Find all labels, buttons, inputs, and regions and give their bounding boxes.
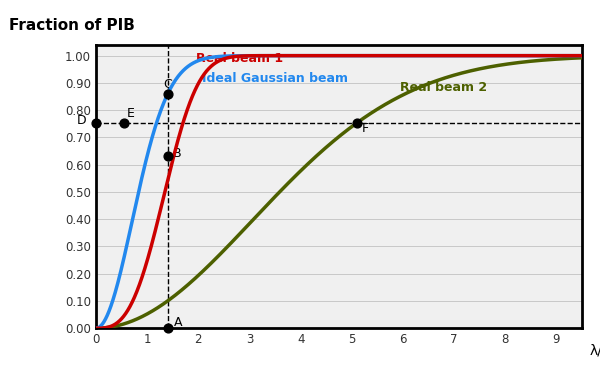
Point bbox=[163, 153, 172, 159]
Point bbox=[163, 325, 172, 331]
Text: B: B bbox=[173, 147, 181, 160]
X-axis label: λ/D: λ/D bbox=[590, 344, 600, 358]
Point bbox=[91, 120, 101, 126]
Text: A: A bbox=[174, 316, 182, 329]
Text: C: C bbox=[164, 78, 172, 91]
Point bbox=[352, 120, 362, 126]
Text: Real beam 2: Real beam 2 bbox=[400, 81, 487, 94]
Text: Ideal Gaussian beam: Ideal Gaussian beam bbox=[202, 72, 348, 85]
Text: F: F bbox=[362, 122, 369, 135]
Text: Real beam 1: Real beam 1 bbox=[196, 51, 283, 65]
Text: Fraction of PIB: Fraction of PIB bbox=[8, 18, 134, 34]
Text: E: E bbox=[127, 107, 135, 120]
Point bbox=[119, 120, 129, 126]
Text: D: D bbox=[77, 114, 86, 127]
Point bbox=[163, 91, 172, 97]
